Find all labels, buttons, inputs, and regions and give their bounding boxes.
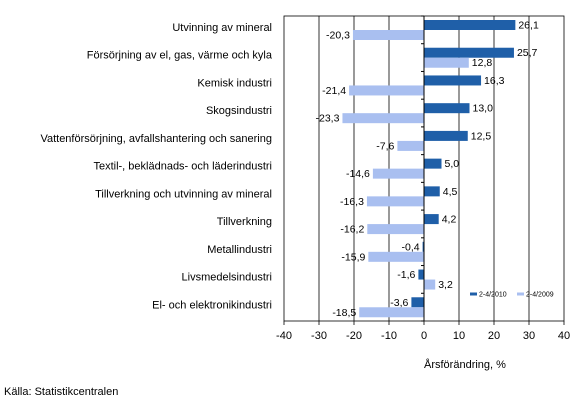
category-label: Tillverkning (217, 216, 272, 228)
bar-2-4-2009 (397, 140, 424, 151)
bar-2-4-2010 (424, 158, 442, 169)
x-tick-label: 20 (488, 330, 500, 342)
bar-2-4-2010 (424, 214, 439, 225)
category-label: Utvinning av mineral (172, 22, 272, 34)
category-label: Metallindustri (207, 244, 272, 256)
value-labels: 26,1 25,7 16,3 13,0 12,5 5,0 4,5 4,2 -0,4 -1,6 -3,… (316, 20, 539, 319)
bars (342, 20, 516, 318)
bar-2-4-2010 (424, 20, 516, 30)
value-label: -23,3 (316, 113, 340, 125)
value-label: 12,8 (472, 57, 493, 69)
x-tick-label: 10 (453, 330, 465, 342)
zero-axis (421, 15, 425, 322)
value-label: -14,6 (346, 168, 370, 180)
value-label: -0,4 (402, 241, 420, 253)
grid-lines (318, 16, 530, 321)
bar-2-4-2010 (424, 47, 514, 58)
legend-swatch (517, 292, 524, 296)
source-note: Källa: Statistikcentralen (4, 386, 119, 398)
x-tick-label: 0 (421, 330, 427, 342)
bar-2-4-2010 (411, 297, 424, 308)
bar-2-4-2009 (367, 224, 424, 235)
x-tick-label: 30 (523, 330, 535, 342)
value-label: 16,3 (484, 75, 505, 87)
category-label: Kemisk industri (197, 77, 272, 89)
value-label: -1,6 (397, 269, 415, 281)
value-label: 26,1 (518, 20, 539, 32)
x-tick-label: -10 (381, 330, 397, 342)
value-label: -16,2 (340, 224, 364, 236)
category-label: Försörjning av el, gas, värme och kyla (87, 50, 273, 62)
bar-2-4-2010 (424, 186, 440, 197)
value-label: -21,4 (322, 85, 346, 97)
x-axis-ticks: -40 -30 -20 -10 0 10 20 30 40 (276, 321, 570, 342)
value-label: 5,0 (445, 158, 460, 170)
bar-2-4-2010 (424, 103, 470, 114)
bar-2-4-2010 (422, 241, 424, 252)
category-label: Tillverkning och utvinning av mineral (95, 188, 272, 200)
category-label: El- och elektronikindustri (152, 299, 272, 311)
value-label: -20,3 (326, 30, 350, 42)
legend-label: 2-4/2010 (479, 292, 507, 299)
x-tick-label: -30 (311, 330, 327, 342)
bar-2-4-2009 (359, 307, 424, 318)
bar-2-4-2010 (424, 75, 482, 86)
bar-2-4-2010 (418, 269, 424, 280)
x-tick-label: 40 (558, 330, 570, 342)
bar-2-4-2010 (424, 130, 468, 141)
bar-2-4-2009 (342, 113, 424, 124)
value-label: 4,5 (443, 186, 458, 198)
value-label: -3,6 (390, 297, 408, 309)
x-tick-label: -20 (346, 330, 362, 342)
value-label: 13,0 (473, 103, 494, 115)
category-label: Vattenförsörjning, avfallshantering och … (40, 133, 272, 145)
category-label: Textil-, beklädnads- och läderindustri (93, 161, 272, 173)
x-tick-label: -40 (276, 330, 292, 342)
value-label: -16,3 (340, 196, 364, 208)
legend: 2-4/2010 2-4/2009 (470, 292, 554, 299)
bar-2-4-2009 (424, 57, 469, 68)
bar-2-4-2009 (366, 196, 424, 207)
bar-2-4-2009 (372, 168, 424, 179)
bar-2-4-2009 (349, 85, 424, 96)
category-label: Skogsindustri (206, 105, 272, 117)
bar-2-4-2009 (368, 251, 424, 262)
value-label: 25,7 (517, 47, 538, 59)
value-label: 3,2 (438, 279, 453, 291)
value-label: 12,5 (471, 130, 492, 142)
value-label: -18,5 (332, 307, 356, 319)
category-labels: Utvinning av mineral Försörjning av el, g… (40, 22, 272, 311)
legend-label: 2-4/2009 (526, 292, 554, 299)
x-axis-title: Årsförändring, % (424, 358, 506, 371)
bar-2-4-2009 (352, 30, 424, 40)
bar-2-4-2009 (424, 279, 436, 290)
value-label: -7,6 (376, 140, 394, 152)
value-label: -15,9 (341, 251, 365, 263)
value-label: 4,2 (442, 214, 457, 226)
legend-swatch (470, 292, 477, 296)
category-label: Livsmedelsindustri (182, 272, 272, 284)
